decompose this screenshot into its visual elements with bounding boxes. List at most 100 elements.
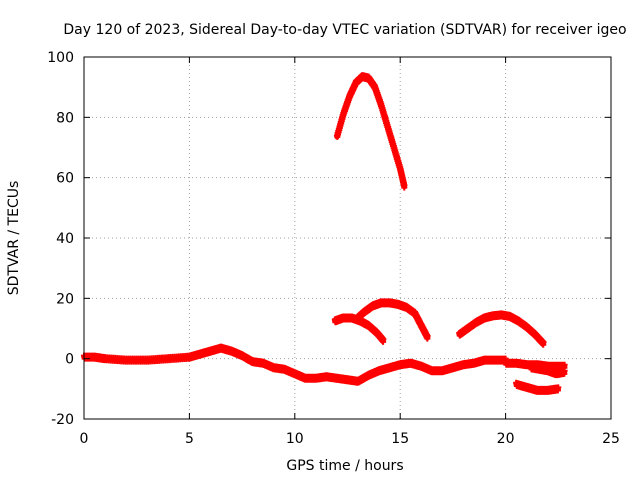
data-point <box>361 309 367 315</box>
y-tick-label: -20 <box>51 412 74 428</box>
data-point <box>385 123 391 129</box>
x-tick-label: 20 <box>497 431 515 447</box>
data-point <box>353 316 359 322</box>
data-point <box>323 374 329 380</box>
data-point <box>92 354 98 360</box>
data-point <box>239 353 245 359</box>
data-point <box>465 326 471 331</box>
data-point <box>471 360 477 366</box>
series-markers <box>333 72 408 191</box>
data-point <box>355 378 361 384</box>
data-point <box>123 357 129 363</box>
data-point <box>380 338 386 344</box>
data-point <box>397 362 403 368</box>
data-point <box>425 335 431 341</box>
data-point <box>562 363 568 369</box>
data-point <box>366 75 372 81</box>
x-tick-label: 5 <box>185 431 194 447</box>
y-tick-label: 0 <box>65 352 74 368</box>
x-axis-label: GPS time / hours <box>286 458 403 474</box>
data-point <box>536 366 542 372</box>
data-point <box>515 318 521 324</box>
series-arc-right <box>456 310 547 348</box>
data-point <box>532 332 538 338</box>
data-point <box>397 166 403 172</box>
data-point <box>370 303 376 309</box>
data-point <box>250 359 256 365</box>
data-point <box>429 368 435 374</box>
data-point <box>186 354 192 360</box>
data-point <box>498 312 504 318</box>
data-point <box>439 368 445 374</box>
data-point <box>418 322 424 328</box>
data-point <box>503 360 509 366</box>
data-point <box>376 368 382 374</box>
data-point <box>545 387 551 393</box>
data-point <box>490 313 496 319</box>
data-point <box>144 357 150 363</box>
data-point <box>366 322 372 328</box>
data-point <box>534 387 540 393</box>
y-tick-label: 60 <box>56 171 74 187</box>
series-tail-lower <box>513 379 562 395</box>
data-point <box>302 375 308 381</box>
y-tick-label: 20 <box>56 291 74 307</box>
data-point <box>387 300 393 306</box>
data-point <box>334 134 340 140</box>
data-point <box>340 111 346 117</box>
data-point <box>418 363 424 369</box>
data-point <box>359 74 365 80</box>
data-point <box>562 369 568 375</box>
data-point <box>507 313 513 319</box>
data-point <box>260 360 266 366</box>
data-point <box>545 368 551 374</box>
data-point <box>541 341 547 347</box>
data-point <box>332 318 338 324</box>
data-point <box>482 357 488 363</box>
data-point <box>313 375 319 381</box>
y-tick-label: 80 <box>56 110 74 126</box>
data-point <box>207 348 213 354</box>
data-point <box>492 357 498 363</box>
data-series <box>81 72 568 395</box>
x-tick-label: 10 <box>286 431 304 447</box>
series-arc-mid <box>352 298 431 342</box>
data-point <box>456 332 462 338</box>
data-point <box>401 184 407 190</box>
data-point <box>345 377 350 383</box>
data-point <box>473 319 479 325</box>
data-point <box>555 363 561 369</box>
series-arc-high <box>333 72 408 191</box>
data-point <box>229 348 235 354</box>
data-point <box>374 330 380 336</box>
data-point <box>553 371 559 377</box>
data-point <box>102 356 108 362</box>
data-point <box>334 375 340 381</box>
data-point <box>366 372 372 378</box>
data-point <box>347 93 353 99</box>
data-point <box>524 384 530 390</box>
grid-lines <box>84 57 611 419</box>
x-tick-label: 15 <box>391 431 409 447</box>
data-point <box>412 310 418 316</box>
data-point <box>555 386 561 392</box>
data-point <box>450 365 456 371</box>
data-point <box>281 366 287 372</box>
data-point <box>404 304 410 310</box>
data-point <box>513 360 519 366</box>
data-point <box>349 315 355 321</box>
data-point <box>387 365 393 371</box>
data-point <box>372 84 378 90</box>
y-tick-label: 40 <box>56 231 74 247</box>
data-point <box>197 351 203 357</box>
x-tick-label: 0 <box>80 431 89 447</box>
x-tick-label: 25 <box>602 431 620 447</box>
y-tick-label: 100 <box>47 50 74 66</box>
data-point <box>378 300 384 306</box>
data-point <box>271 365 277 371</box>
axis-ticks: 0 5 10 15 20 25 -20 0 20 40 60 80 100 <box>47 50 620 447</box>
data-point <box>391 145 397 150</box>
data-point <box>524 324 530 330</box>
chart-title: Day 120 of 2023, Sidereal Day-to-day VTE… <box>63 22 626 38</box>
